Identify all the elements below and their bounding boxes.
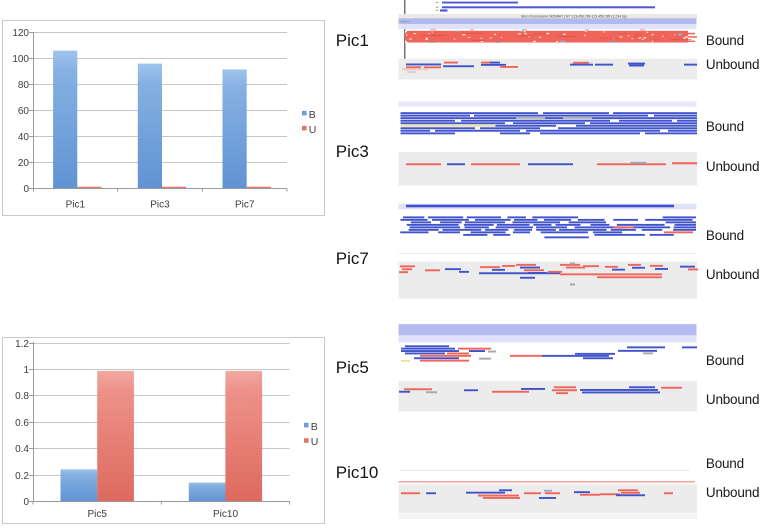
svg-text:B: B [309, 109, 316, 121]
svg-text:U: U [311, 436, 319, 448]
svg-text:0.4: 0.4 [15, 444, 29, 455]
svg-text:Pic5: Pic5 [87, 509, 107, 520]
svg-text:40: 40 [18, 132, 30, 143]
svg-text:Pic1: Pic1 [66, 200, 86, 211]
svg-text:Pic10: Pic10 [213, 509, 238, 520]
svg-text:120: 120 [12, 28, 29, 39]
svg-text:B: B [311, 421, 318, 433]
svg-text:0.8: 0.8 [15, 391, 29, 402]
svg-text:0: 0 [23, 184, 29, 195]
svg-text:0.6: 0.6 [15, 418, 29, 429]
svg-text:1.2: 1.2 [15, 339, 29, 350]
svg-text:60: 60 [18, 106, 30, 117]
svg-text:U: U [309, 124, 317, 136]
svg-text:0: 0 [23, 497, 29, 508]
svg-text:100: 100 [12, 54, 29, 65]
svg-text:Pic3: Pic3 [150, 200, 170, 211]
svg-text:20: 20 [18, 158, 30, 169]
svg-text:1: 1 [23, 365, 29, 376]
svg-text:Pic7: Pic7 [235, 200, 255, 211]
svg-text:80: 80 [18, 80, 30, 91]
svg-text:0.2: 0.2 [15, 471, 29, 482]
svg-text:Mus chromosome NONRAT chr7 123: Mus chromosome NONRAT chr7 123,456,789-1… [521, 14, 627, 18]
